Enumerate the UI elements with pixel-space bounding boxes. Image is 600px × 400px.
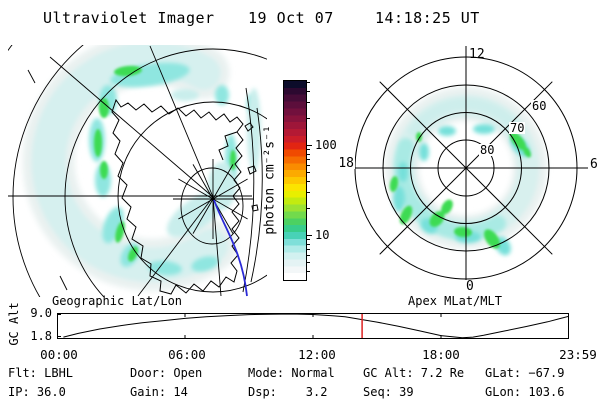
limb-arc <box>250 107 263 283</box>
coastline <box>111 98 259 295</box>
mlt-label-6: 6 <box>590 157 598 172</box>
colorbar-tick <box>306 255 310 256</box>
mlt-label-18: 18 <box>340 156 354 171</box>
status-seq: Seq: 39 <box>363 385 414 399</box>
colorbar-tick <box>306 243 310 245</box>
colorbar-tick <box>306 149 310 151</box>
mlt-label-0: 0 <box>466 279 474 294</box>
colorbar-tick-label: 100 <box>315 138 337 152</box>
colorbar-gradient <box>283 80 307 281</box>
mlat-label-70: 70 <box>510 121 524 135</box>
aurora-green-cores <box>389 131 531 249</box>
colorbar-tick <box>306 145 312 146</box>
status-mode: Mode: Normal <box>248 366 335 380</box>
label-bg <box>340 157 355 169</box>
timeline-ylabel: GC Alt <box>7 302 21 346</box>
colorbar-tick <box>306 165 310 166</box>
label-bg <box>463 280 475 292</box>
colorbar-tick <box>306 248 310 250</box>
orbit-curve <box>63 313 569 339</box>
colorbar-tick <box>306 153 310 155</box>
colorbar-tick <box>306 82 310 84</box>
colorbar-tick-label: 10 <box>315 228 330 242</box>
terminator-line <box>213 199 248 297</box>
mlat-mlt-grid <box>340 46 594 281</box>
geographic-plot <box>8 45 267 297</box>
xtick-0000: 00:00 <box>40 347 78 362</box>
apex-polar-plot: 12 18 6 0 60 70 80 <box>340 46 598 294</box>
instrument-title: Ultraviolet Imager <box>43 9 215 27</box>
mlt-label-12: 12 <box>469 47 485 62</box>
colorbar-unit-label: photon cm⁻²s⁻¹ <box>262 125 278 235</box>
label-bg <box>509 122 525 134</box>
geo-plot-caption: Geographic Lat/Lon <box>51 294 183 308</box>
limb-arc <box>242 87 255 293</box>
aurora-pale-swaths <box>166 88 261 238</box>
colorbar-tick <box>306 90 310 92</box>
ytick-9.0: 9.0 <box>30 306 52 320</box>
label-bg <box>479 144 495 156</box>
colorbar-tick <box>306 102 310 104</box>
orbit-altitude-panel <box>57 313 569 339</box>
colorbar-tick <box>306 270 310 272</box>
colorbar-tick <box>306 172 310 174</box>
timeline-frame <box>57 313 569 339</box>
colorbar-tick <box>306 117 310 119</box>
colorbar-tick <box>306 262 310 264</box>
date-label: 19 Oct 07 <box>248 9 334 27</box>
time-label: 14:18:25 UT <box>375 9 480 27</box>
label-bg <box>588 157 598 169</box>
status-gcalt: GC Alt: 7.2 Re <box>363 366 465 380</box>
status-glon: GLon: 103.6 <box>485 385 565 399</box>
colorbar-tick <box>306 235 312 236</box>
status-glat: GLat: −67.9 <box>485 366 565 380</box>
xtick-2359: 23:59 <box>559 347 597 362</box>
label-bg <box>531 100 547 112</box>
mlat-label-60: 60 <box>532 99 546 113</box>
status-dsp: Dsp: 3.2 <box>248 385 328 399</box>
status-ip: IP: 36.0 <box>8 385 66 399</box>
xtick-1200: 12:00 <box>298 347 336 362</box>
polar-labels: 12 18 6 0 60 70 80 <box>340 47 598 294</box>
ytick-1.8: 1.8 <box>30 329 52 343</box>
colorbar-tick <box>306 207 310 209</box>
status-door: Door: Open <box>130 366 203 380</box>
mlat-label-80: 80 <box>480 143 494 157</box>
pole-spokes <box>173 159 253 239</box>
colorbar-tick <box>306 158 310 160</box>
apex-plot-caption: Apex MLat/MLT <box>408 294 502 308</box>
status-gain: Gain: 14 <box>130 385 188 399</box>
xtick-1800: 18:00 <box>422 347 460 362</box>
fov-ellipse <box>180 167 244 245</box>
colorbar-tick <box>306 192 310 194</box>
latlon-grid <box>8 45 267 297</box>
xtick-0600: 06:00 <box>168 347 206 362</box>
colorbar-tick <box>306 239 310 241</box>
colorbar-tick <box>306 180 310 182</box>
status-flt: Flt: LBHL <box>8 366 74 380</box>
aurora-layer-geo <box>22 45 261 291</box>
